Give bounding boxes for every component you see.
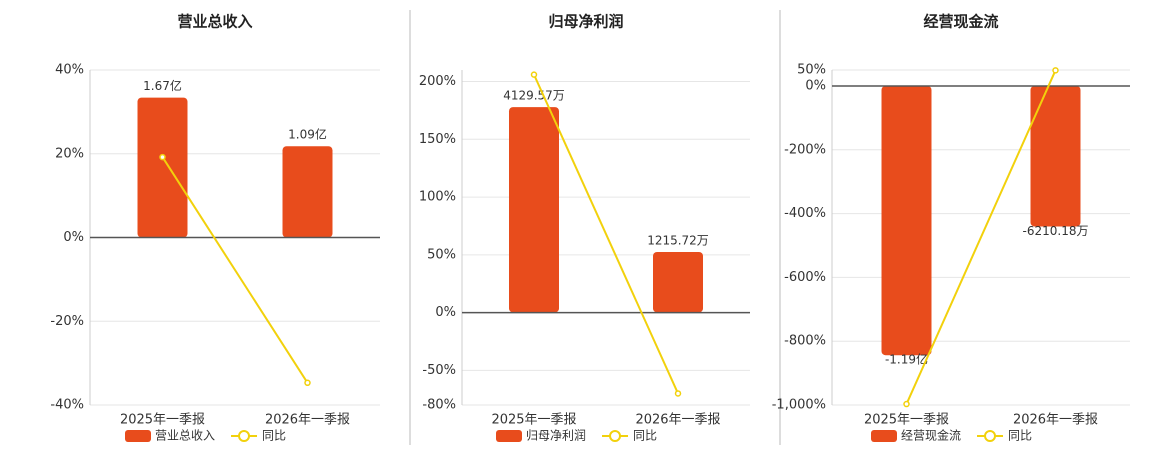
- legend-swatch: [125, 430, 151, 442]
- legend-marker: [238, 430, 251, 442]
- data-label: -6210.18万: [1023, 224, 1089, 238]
- bar: [509, 107, 559, 313]
- x-tick-label: 2025年一季报: [120, 413, 205, 428]
- data-label: -1.19亿: [885, 352, 928, 367]
- bar: [881, 85, 932, 356]
- legend-label: 经营现金流: [901, 428, 961, 443]
- data-label: 1.09亿: [288, 127, 327, 142]
- y-tick-label: 150%: [419, 132, 456, 147]
- x-tick-label: 2025年一季报: [491, 413, 576, 428]
- chart-title: 归母净利润: [548, 13, 623, 31]
- data-label: 1.67亿: [143, 78, 182, 93]
- bar: [282, 146, 333, 238]
- legend-swatch: [496, 430, 522, 442]
- chart-title: 营业总收入: [177, 13, 252, 31]
- point: [674, 390, 682, 397]
- y-tick-label: 0%: [435, 305, 456, 320]
- chart-title: 经营现金流: [923, 13, 998, 31]
- y-tick-label: -200%: [784, 142, 826, 157]
- legend-label: 归母净利润: [526, 429, 586, 443]
- bar: [653, 252, 703, 313]
- legend-label: 同比: [262, 429, 286, 443]
- y-tick-label: -800%: [784, 334, 826, 349]
- y-tick-label: 200%: [419, 74, 456, 89]
- legend-marker: [984, 430, 997, 442]
- legend-swatch: [871, 430, 897, 442]
- x-tick-label: 2026年一季报: [265, 413, 350, 428]
- legend-label: 同比: [633, 429, 657, 443]
- point: [159, 153, 166, 161]
- y-tick-label: -50%: [422, 363, 456, 378]
- legend-label: 同比: [1008, 429, 1032, 443]
- y-tick-label: 20%: [55, 146, 84, 161]
- point: [304, 379, 311, 387]
- line: [533, 74, 679, 394]
- y-tick-label: -400%: [784, 206, 826, 221]
- y-tick-label: 50%: [427, 247, 456, 262]
- legend-marker: [609, 430, 622, 442]
- line: [161, 156, 309, 384]
- y-tick-label: 0%: [805, 78, 826, 93]
- bar: [137, 97, 188, 238]
- x-tick-label: 2025年一季报: [864, 413, 949, 428]
- x-tick-label: 2026年一季报: [1013, 413, 1098, 428]
- y-tick-label: 0%: [63, 230, 84, 245]
- data-label: 4129.57万: [503, 89, 565, 103]
- line: [905, 69, 1057, 405]
- y-tick-label: -600%: [784, 270, 826, 285]
- y-tick-label: 40%: [55, 63, 84, 78]
- y-tick-label: -80%: [422, 398, 456, 413]
- y-tick-label: -40%: [50, 398, 84, 413]
- y-tick-label: 100%: [419, 190, 456, 205]
- data-label: 1215.72万: [647, 234, 709, 248]
- bar: [1030, 85, 1081, 227]
- y-tick-label: -1,000%: [772, 398, 826, 413]
- legend-label: 营业总收入: [155, 429, 215, 443]
- y-tick-label: -20%: [50, 314, 84, 329]
- y-tick-label: 50%: [797, 63, 826, 78]
- point: [530, 71, 538, 78]
- point: [903, 400, 910, 408]
- point: [1052, 67, 1059, 74]
- x-tick-label: 2026年一季报: [635, 413, 720, 428]
